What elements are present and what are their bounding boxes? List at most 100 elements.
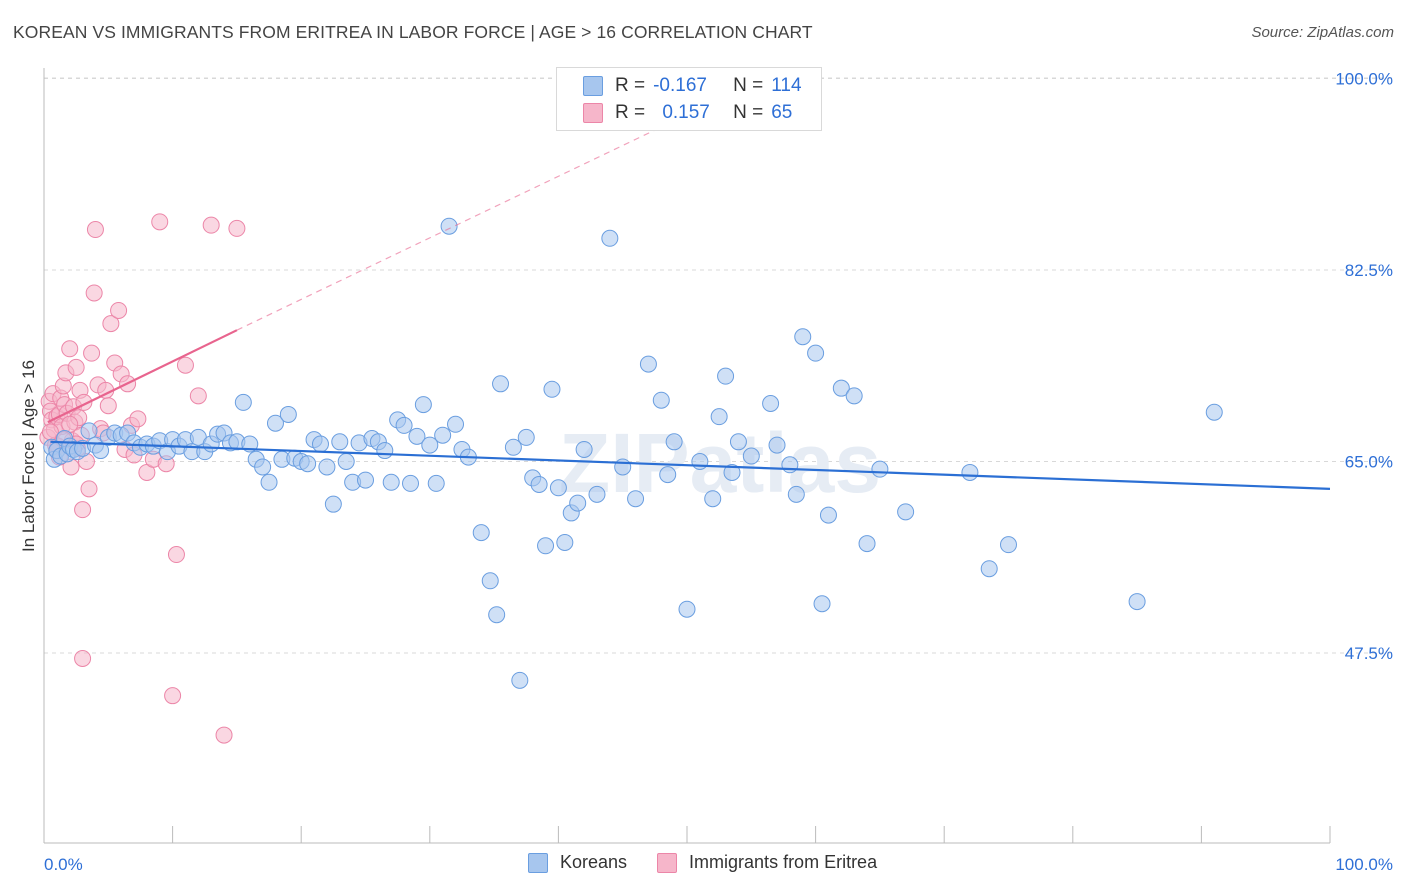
correlation-legend: R = -0.167 N = 114 R = 0.157 N = 65 (556, 67, 822, 131)
korean-trend-line (50, 440, 1331, 490)
legend-row-koreans: R = -0.167 N = 114 (583, 74, 802, 98)
eritrea-point (167, 546, 185, 564)
korean-point (575, 440, 593, 458)
korean-point (472, 524, 490, 542)
korean-point (729, 433, 747, 451)
korean-point (794, 328, 812, 346)
korean-point (781, 456, 799, 474)
korean-point (717, 367, 735, 385)
korean-point (652, 391, 670, 409)
korean-point (318, 458, 336, 476)
korean-point (807, 344, 825, 362)
y-tick-labels: 47.5% 65.0% 82.5% 100.0% (1335, 70, 1393, 664)
korean-point (504, 438, 522, 456)
y-axis-label: In Labor Force | Age > 16 (19, 360, 38, 552)
korean-point (1128, 593, 1146, 611)
korean-point (481, 572, 499, 590)
korean-point (588, 485, 606, 503)
source-label: Source: ZipAtlas.com (1251, 24, 1394, 41)
korean-point (511, 671, 529, 689)
korean-point (530, 475, 548, 493)
eritrea-point (74, 501, 92, 519)
korean-point (337, 453, 355, 470)
korean-point (556, 533, 574, 551)
eritrea-point (99, 397, 117, 415)
legend-swatch-koreans (528, 852, 548, 873)
eritrea-point (61, 340, 79, 358)
korean-point (665, 433, 683, 451)
eritrea-point (176, 356, 194, 374)
korean-point (723, 463, 741, 481)
korean-point (858, 535, 876, 553)
eritrea-point (202, 216, 220, 234)
korean-point (402, 474, 420, 492)
y-tick-label: 47.5% (1345, 644, 1393, 663)
korean-point (395, 416, 413, 434)
korean-point (488, 606, 506, 624)
korean-point (311, 435, 329, 453)
gridlines (44, 77, 1393, 654)
x-tick-label: 0.0% (44, 855, 83, 874)
eritrea-point (129, 410, 147, 428)
legend-r-value: 0.157 (662, 102, 710, 123)
korean-point (357, 471, 374, 489)
korean-point (440, 217, 458, 235)
legend-item-eritrea[interactable]: Immigrants from Eritrea (657, 852, 877, 873)
eritrea-point (80, 480, 98, 498)
korean-point (382, 473, 400, 491)
legend-n-value: 114 (771, 75, 802, 96)
axes (43, 68, 1331, 844)
korean-point (710, 408, 728, 426)
korean-point (427, 474, 445, 492)
korean-point (601, 229, 619, 247)
eritrea-point (61, 415, 79, 433)
korean-point (254, 458, 272, 476)
korean-point (517, 428, 535, 446)
x-tick-label: 100.0% (1335, 855, 1393, 874)
eritrea-point (215, 726, 233, 744)
korean-point (678, 600, 696, 618)
korean-point (819, 506, 837, 524)
korean-point (1000, 536, 1017, 554)
eritrea-point (151, 213, 169, 231)
korean-point (897, 503, 915, 521)
eritrea-trend-line (47, 329, 238, 424)
legend-label-eritrea: Immigrants from Eritrea (689, 852, 878, 872)
eritrea-point (67, 358, 85, 376)
legend-r-label: R = (615, 102, 646, 123)
korean-point (260, 473, 278, 491)
korean-point (434, 426, 452, 444)
x-tick-labels: 0.0% 100.0% (44, 855, 1393, 874)
eritrea-point (102, 315, 120, 333)
korean-point (813, 595, 831, 613)
eritrea-point (110, 301, 128, 319)
korean-point (279, 405, 297, 423)
korean-point (639, 355, 657, 373)
korean-point (762, 395, 780, 413)
legend-n-label: N = (733, 102, 764, 123)
korean-point (408, 427, 426, 445)
legend-r-label: R = (615, 75, 646, 96)
eritrea-point (164, 687, 182, 705)
legend-swatch-eritrea (657, 852, 678, 873)
eritrea-point (228, 219, 246, 237)
korean-point (543, 380, 561, 398)
eritrea-point (86, 221, 104, 239)
eritrea-point (85, 284, 103, 302)
eritrea-point (74, 649, 92, 667)
legend-item-koreans[interactable]: Koreans (528, 852, 627, 873)
korean-point (1205, 403, 1223, 421)
korean-point (832, 379, 850, 397)
legend-swatch-eritrea (583, 103, 603, 123)
legend-label-koreans: Koreans (560, 852, 628, 872)
korean-point (492, 375, 510, 393)
eritrea-point (189, 387, 207, 405)
eritrea-points (39, 213, 246, 744)
korean-point (768, 436, 786, 454)
korean-point (421, 436, 439, 454)
korean-point (627, 490, 645, 508)
legend-row-eritrea: R = 0.157 N = 65 (583, 101, 792, 125)
y-tick-label: 100.0% (1335, 70, 1393, 89)
korean-point (691, 453, 709, 470)
